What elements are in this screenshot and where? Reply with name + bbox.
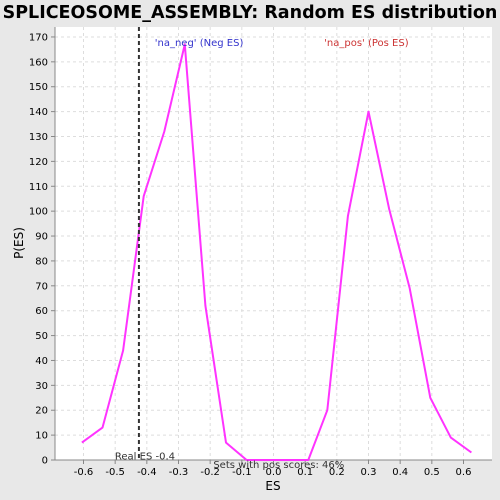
series-line xyxy=(81,43,472,461)
annotation-sets: Sets with pos scores: 46% xyxy=(213,460,344,471)
y-tick-label: 100 xyxy=(29,207,48,218)
annotations: Real ES -0.4 'na_neg' (Neg ES) 'na_pos' (P… xyxy=(115,27,409,471)
y-tick-label: 10 xyxy=(35,431,48,442)
y-tick-label: 120 xyxy=(29,157,48,168)
grid xyxy=(55,27,492,461)
x-tick-label: -0.5 xyxy=(105,467,125,478)
x-tick-label: 0.3 xyxy=(361,467,377,478)
y-tick-label: 70 xyxy=(35,281,48,292)
x-axis-label: ES xyxy=(265,479,280,493)
x-tick-label: -0.6 xyxy=(74,467,94,478)
annotation-neg: 'na_neg' (Neg ES) xyxy=(155,38,244,49)
y-tick-label: 30 xyxy=(35,381,48,392)
y-tick-label: 160 xyxy=(29,57,48,68)
y-tick-label: 140 xyxy=(29,107,48,118)
y-tick-label: 0 xyxy=(42,456,48,467)
y-tick-label: 40 xyxy=(35,356,48,367)
real-es-label: Real ES -0.4 xyxy=(115,452,175,463)
annotation-pos: 'na_pos' (Pos ES) xyxy=(324,38,409,49)
x-tick-label: -0.4 xyxy=(137,467,157,478)
y-axis-label: P(ES) xyxy=(12,227,26,259)
x-tick-label: 0.5 xyxy=(424,467,440,478)
y-tick-label: 20 xyxy=(35,406,48,417)
x-tick-label: 0.6 xyxy=(456,467,472,478)
chart-title: SPLICEOSOME_ASSEMBLY: Random ES distribu… xyxy=(3,3,498,23)
x-tick-label: 0.4 xyxy=(392,467,408,478)
y-tick-label: 90 xyxy=(35,232,48,243)
y-tick-label: 150 xyxy=(29,82,48,93)
series-layer xyxy=(81,43,472,461)
x-tick-label: -0.3 xyxy=(169,467,189,478)
x-tick-label: 0.1 xyxy=(297,467,313,478)
y-tick-label: 50 xyxy=(35,331,48,342)
x-tick-label: -0.2 xyxy=(200,467,220,478)
y-tick-label: 60 xyxy=(35,306,48,317)
x-tick-label: -0.1 xyxy=(232,467,252,478)
y-tick-label: 80 xyxy=(35,256,48,267)
y-tick-label: 130 xyxy=(29,132,48,143)
y-tick-label: 110 xyxy=(29,182,48,193)
x-tick-label: 0.2 xyxy=(329,467,345,478)
x-tick-label: 0.0 xyxy=(266,467,282,478)
y-tick-label: 170 xyxy=(29,32,48,43)
